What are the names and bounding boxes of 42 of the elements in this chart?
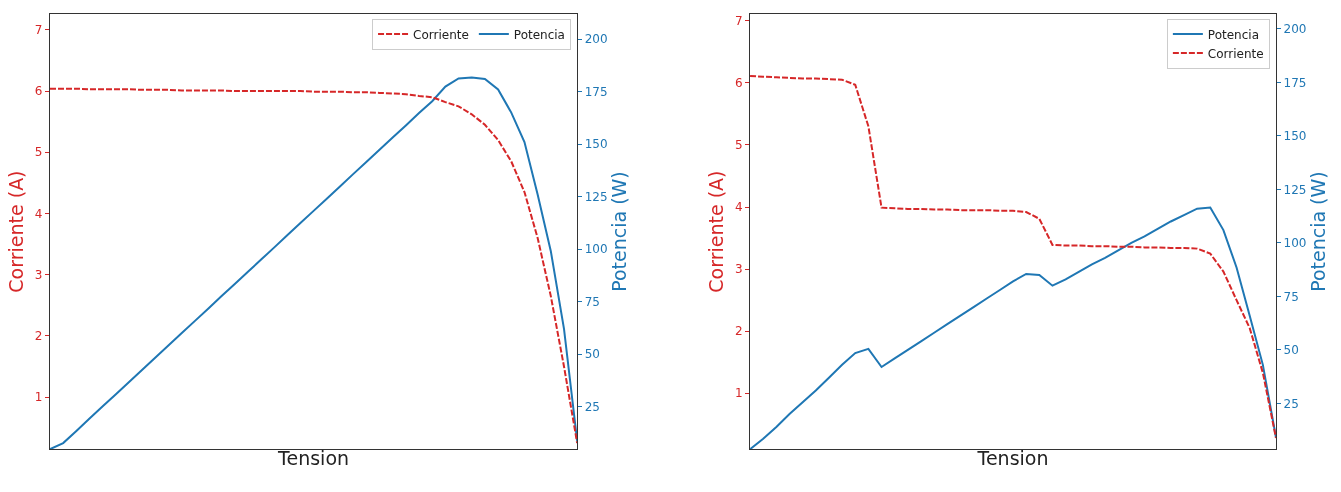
y-tick-label: 4 [734,200,743,215]
y2-axis-title: Potencia (W) [1307,171,1330,292]
y-tick-label: 7 [34,23,43,38]
y-tick-label: 7 [734,13,743,28]
y2-tick-label: 150 [584,137,608,152]
x-axis-title: Tension [277,447,350,470]
y2-tick-label: 175 [1283,75,1307,90]
y-tick-label: 4 [34,206,43,221]
y-tick-label: 5 [734,138,743,153]
y2-tick-label: 175 [584,84,608,99]
legend-label: Corriente [1207,46,1264,61]
y2-tick-label: 25 [1283,396,1299,411]
y2-tick-label: 50 [584,347,600,362]
y-tick-label: 3 [734,262,743,277]
y-tick-label: 2 [734,324,743,339]
y2-tick-label: 75 [584,294,600,309]
y2-tick-label: 200 [584,32,608,47]
y2-tick-label: 200 [1283,22,1307,37]
y-axis-title: Corriente (A) [704,170,727,293]
y-tick-label: 2 [34,329,43,344]
legend-label: Potencia [513,27,565,42]
y-tick-label: 3 [34,267,43,282]
y2-tick-label: 25 [584,399,600,414]
y2-tick-label: 100 [1283,236,1307,251]
y2-axis-title: Potencia (W) [608,171,631,292]
y2-tick-label: 75 [1283,289,1299,304]
line-series [750,75,1276,439]
y-tick-label: 1 [34,390,43,405]
y2-tick-label: 100 [584,242,608,257]
y-tick-label: 1 [734,386,743,401]
y-tick-label: 6 [734,76,743,91]
legend-label: Corriente [413,27,469,42]
y-tick-label: 6 [34,84,43,99]
line-series [750,206,1276,450]
legend-label: Potencia [1207,27,1260,42]
y-axis-title: Corriente (A) [4,170,27,293]
y-tick-label: 5 [34,145,43,160]
x-axis-title: Tension [976,447,1049,470]
y2-tick-label: 50 [1283,343,1299,358]
y2-tick-label: 150 [1283,129,1307,144]
y2-tick-label: 125 [584,189,608,204]
y2-tick-label: 125 [1283,182,1307,197]
